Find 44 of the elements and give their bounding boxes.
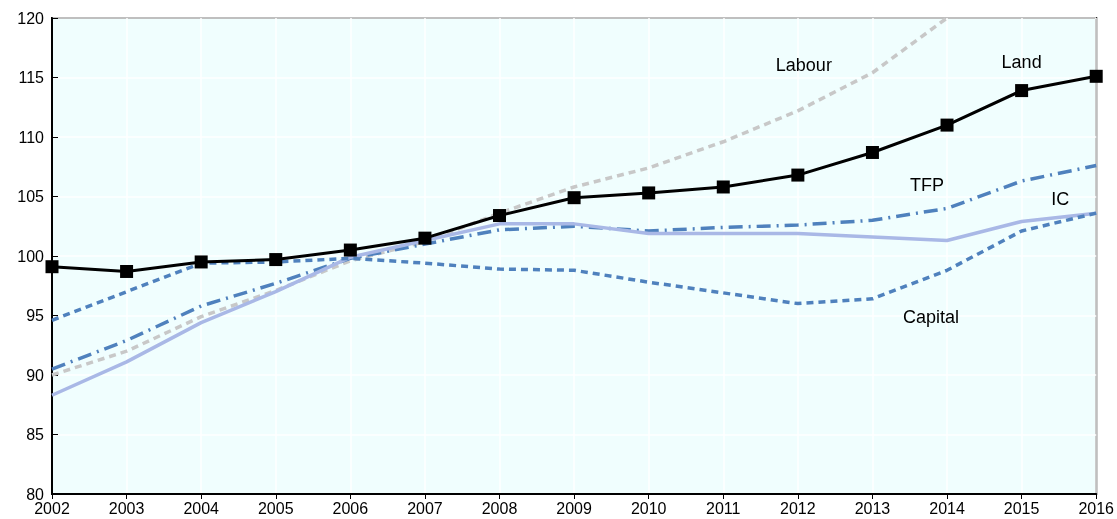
y-tick-label: 120 (17, 9, 45, 27)
point (791, 168, 805, 182)
point (493, 209, 507, 223)
series-label: Labour (775, 54, 832, 75)
y-tick-label: 95 (26, 307, 45, 324)
x-tick-label: 2003 (108, 499, 145, 517)
x-tick-label: 2004 (183, 499, 220, 517)
point (1015, 84, 1029, 98)
series-label: Capital (903, 307, 960, 328)
series-label: TFP (910, 175, 945, 196)
point (865, 145, 879, 159)
line-series (50, 163, 1098, 371)
x-tick-label: 2013 (854, 499, 891, 517)
point (120, 264, 134, 278)
y-tick-label: 85 (26, 426, 45, 443)
point (45, 260, 59, 274)
point (343, 243, 357, 257)
y-tick-label: 90 (26, 366, 45, 384)
x-tick-label: 2005 (257, 499, 294, 517)
x-tick-label: 2011 (706, 499, 741, 517)
y-tick-label: 105 (17, 188, 45, 205)
point (269, 253, 283, 267)
x-tick-label: 2015 (1003, 499, 1040, 517)
x-tick-label: 2009 (556, 499, 592, 517)
x-tick-label: 2014 (929, 499, 965, 517)
line-series (50, 211, 1098, 397)
point (567, 191, 581, 205)
point (418, 231, 432, 245)
x-tick-label: 2010 (630, 499, 667, 517)
x-tick-label: 2012 (780, 499, 816, 517)
point (642, 186, 656, 200)
series-label: IC (1051, 189, 1070, 210)
x-tick-label: 2008 (481, 499, 518, 517)
point (194, 255, 208, 269)
x-tick-label: 2007 (407, 499, 443, 517)
x-tick-label: 2006 (332, 499, 369, 517)
point (940, 118, 954, 132)
point (716, 180, 730, 194)
y-tick-label: 100 (17, 247, 45, 265)
y-tick-label: 110 (18, 128, 45, 146)
point (1089, 69, 1103, 83)
series-label: Land (1001, 51, 1042, 72)
x-tick-label: 2016 (1078, 499, 1115, 517)
y-tick-label: 115 (18, 69, 45, 86)
